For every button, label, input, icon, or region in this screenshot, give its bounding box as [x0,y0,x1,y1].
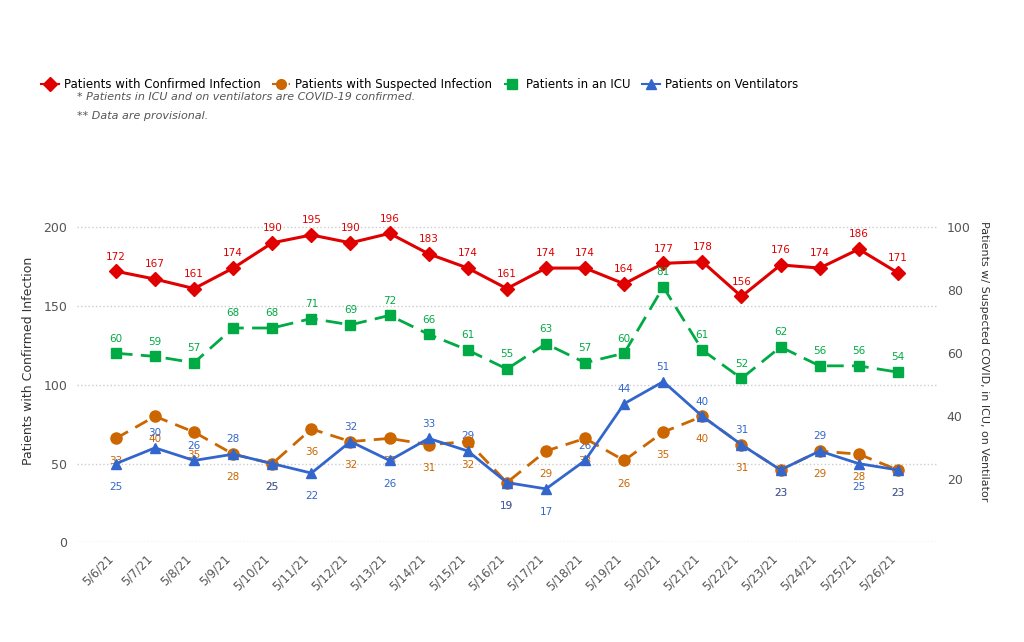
Text: COVID-19 Hospitalizations Reported by MS Hospitals, 5/6/21-5/26/21 *,**: COVID-19 Hospitalizations Reported by MS… [10,24,835,43]
Text: 40: 40 [696,397,709,406]
Text: 196: 196 [380,214,399,223]
Text: 35: 35 [187,450,201,460]
Text: 31: 31 [735,463,749,473]
Text: 25: 25 [265,482,279,492]
Y-axis label: Patients w/ Suspected COVID, in ICU, on Ventilator: Patients w/ Suspected COVID, in ICU, on … [979,221,989,501]
Text: 52: 52 [735,359,749,369]
Text: ** Data are provisional.: ** Data are provisional. [77,111,208,121]
Text: 176: 176 [771,245,791,256]
Text: 174: 174 [575,248,595,258]
Text: 26: 26 [617,478,631,489]
Text: 26: 26 [187,441,201,451]
Text: 174: 174 [223,248,243,258]
Text: 36: 36 [305,447,318,457]
Text: 186: 186 [849,229,868,239]
Text: 56: 56 [852,346,865,356]
Text: 60: 60 [617,333,631,343]
Text: 174: 174 [536,248,556,258]
Text: 174: 174 [810,248,829,258]
Text: 51: 51 [656,362,670,372]
Text: 29: 29 [540,469,553,479]
Text: 19: 19 [501,501,513,510]
Text: 25: 25 [265,482,279,492]
Text: 190: 190 [341,223,360,233]
Text: 35: 35 [656,450,670,460]
Text: 26: 26 [383,478,396,489]
Text: 33: 33 [422,419,435,429]
Text: 25: 25 [852,482,865,492]
Text: * Patients in ICU and on ventilators are COVID-19 confirmed.: * Patients in ICU and on ventilators are… [77,92,415,101]
Text: 40: 40 [148,435,162,444]
Text: 156: 156 [731,277,752,287]
Text: 33: 33 [579,456,592,467]
Text: 44: 44 [617,384,631,394]
Text: 61: 61 [461,331,474,340]
Text: 174: 174 [458,248,478,258]
Text: 167: 167 [145,259,165,270]
Text: 72: 72 [383,296,396,306]
Text: 161: 161 [497,269,517,279]
Text: 32: 32 [344,422,357,432]
Text: 28: 28 [852,473,865,482]
Text: 56: 56 [813,346,826,356]
Text: 29: 29 [461,431,474,441]
Text: 177: 177 [653,243,673,254]
Text: 30: 30 [148,428,162,438]
Text: 17: 17 [540,507,553,517]
Text: 164: 164 [614,264,634,274]
Text: 62: 62 [774,327,787,337]
Text: 69: 69 [344,305,357,315]
Text: 68: 68 [265,308,279,318]
Text: 68: 68 [226,308,240,318]
Text: 183: 183 [419,234,438,244]
Text: 31: 31 [422,463,435,473]
Text: 57: 57 [187,343,201,353]
Text: 66: 66 [422,315,435,325]
Text: 28: 28 [226,473,240,482]
Text: 40: 40 [696,435,709,444]
Text: 161: 161 [184,269,204,279]
Text: 23: 23 [774,488,787,498]
Text: 33: 33 [110,456,123,467]
Text: 63: 63 [540,324,553,334]
Text: 54: 54 [891,352,904,363]
Text: 55: 55 [501,349,513,360]
Text: 172: 172 [105,252,126,261]
Text: 32: 32 [461,460,474,469]
Text: 60: 60 [110,333,123,343]
Text: 31: 31 [735,425,749,435]
Text: 29: 29 [813,431,826,441]
Y-axis label: Patients with Confirmed Infection: Patients with Confirmed Infection [22,257,35,465]
Text: 28: 28 [226,435,240,444]
Legend: Patients with Confirmed Infection, Patients with Suspected Infection, Patients i: Patients with Confirmed Infection, Patie… [37,73,803,96]
Text: 19: 19 [501,501,513,510]
Text: 23: 23 [891,488,904,498]
Text: 22: 22 [305,491,318,501]
Text: 171: 171 [888,253,908,263]
Text: 71: 71 [305,299,318,309]
Text: 29: 29 [813,469,826,479]
Text: 33: 33 [383,456,396,467]
Text: 23: 23 [774,488,787,498]
Text: 59: 59 [148,336,162,347]
Text: 32: 32 [344,460,357,469]
Text: 190: 190 [262,223,283,233]
Text: 195: 195 [301,215,322,225]
Text: 81: 81 [656,267,670,277]
Text: 25: 25 [110,482,123,492]
Text: 57: 57 [579,343,592,353]
Text: 26: 26 [579,441,592,451]
Text: 178: 178 [692,242,713,252]
Text: 61: 61 [695,331,709,340]
Text: 23: 23 [891,488,904,498]
